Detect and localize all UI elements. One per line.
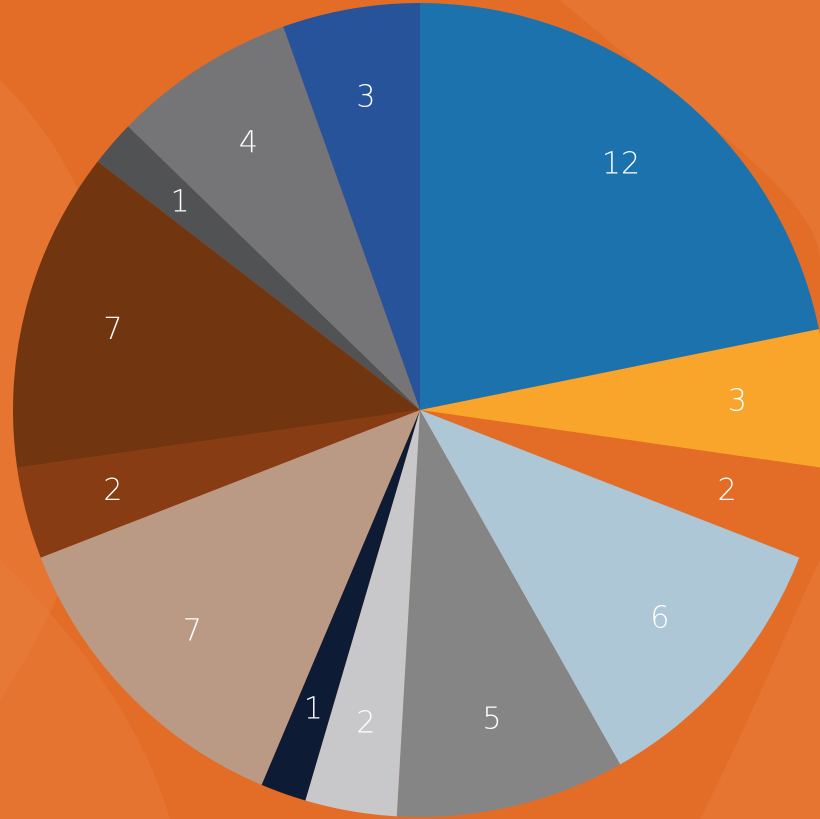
pie-slice	[13, 161, 421, 468]
pie-slice	[40, 410, 421, 785]
pie-slice	[396, 410, 621, 817]
pie-slice	[420, 410, 820, 558]
slice-label: 12	[602, 147, 640, 182]
background-swoosh	[700, 560, 820, 819]
slice-label: 3	[356, 80, 375, 115]
pie-slices	[13, 2, 820, 817]
pie-slice	[420, 410, 800, 765]
pie-slice	[283, 2, 420, 410]
slice-label: 7	[183, 614, 202, 649]
slice-label: 7	[103, 312, 122, 347]
slice-label: 6	[650, 600, 669, 635]
background-swoosh	[560, 0, 820, 260]
pie-slice	[305, 410, 420, 817]
slice-label: 2	[103, 473, 122, 508]
pie-slice	[420, 3, 819, 410]
pie-slice	[97, 126, 420, 411]
slice-label: 2	[717, 473, 736, 508]
pie-slice	[261, 410, 420, 801]
slice-label: 1	[304, 691, 323, 726]
slice-label: 2	[356, 705, 375, 740]
slice-label: 1	[171, 185, 190, 220]
pie-slice	[128, 26, 420, 411]
slice-label: 4	[239, 125, 258, 160]
slice-label: 5	[482, 702, 501, 737]
background-swoosh	[0, 560, 170, 819]
pie-slice	[420, 329, 820, 468]
pie-slice	[17, 410, 421, 558]
slice-label: 3	[728, 383, 747, 418]
